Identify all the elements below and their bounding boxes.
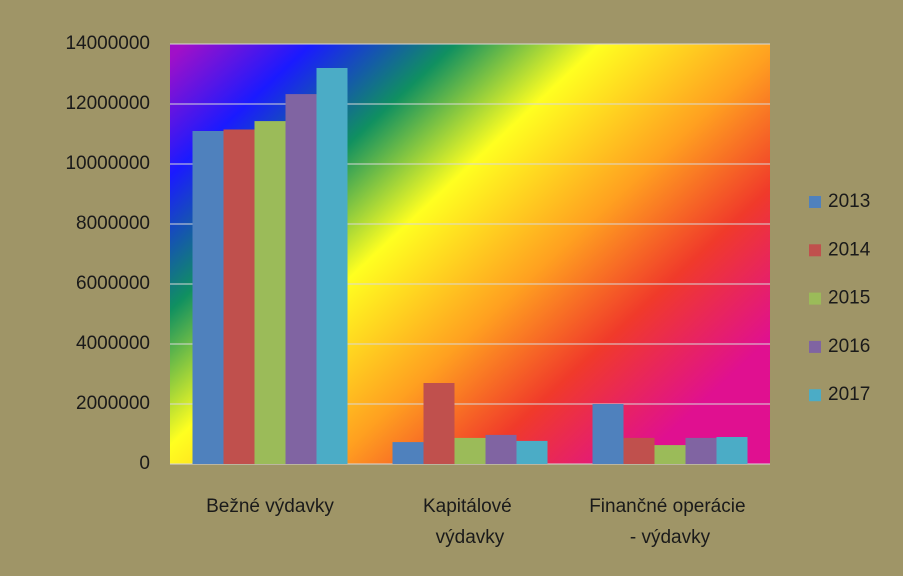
y-tick-label: 10000000: [65, 153, 150, 174]
bar: [316, 68, 348, 464]
y-tick-label: 0: [139, 453, 150, 474]
x-tick-label: Kapitálové výdavky: [423, 496, 517, 548]
legend-swatch: [809, 340, 821, 353]
legend-swatch: [809, 196, 821, 208]
bar: [285, 94, 317, 464]
legend-swatch: [809, 292, 821, 305]
bar: [516, 440, 548, 464]
x-tick-label: Bežné výdavky: [206, 496, 334, 517]
legend-label: 2015: [828, 288, 870, 309]
x-tick-label: Finančné operácie - výdavky: [589, 496, 751, 548]
y-tick-label: 4000000: [76, 333, 150, 354]
y-tick-label: 2000000: [76, 393, 150, 414]
y-tick-label: 8000000: [76, 213, 150, 234]
bar: [716, 437, 748, 464]
bar: [223, 129, 255, 464]
bar: [485, 434, 517, 464]
bar: [454, 437, 486, 464]
bar: [592, 404, 624, 464]
legend-label: 2013: [828, 191, 870, 212]
legend-swatch: [809, 389, 821, 402]
bar: [254, 121, 286, 464]
bar: [392, 442, 424, 464]
bar: [623, 437, 655, 464]
bar: [192, 131, 224, 464]
bar: [654, 445, 686, 464]
bar: [685, 437, 717, 464]
legend-label: 2014: [828, 239, 871, 260]
y-tick-label: 12000000: [65, 93, 150, 114]
y-tick-label: 14000000: [65, 33, 150, 54]
legend-label: 2017: [828, 384, 870, 405]
y-tick-label: 6000000: [76, 273, 150, 294]
legend-swatch: [809, 244, 821, 257]
legend-label: 2016: [828, 336, 870, 357]
bar: [423, 383, 455, 464]
